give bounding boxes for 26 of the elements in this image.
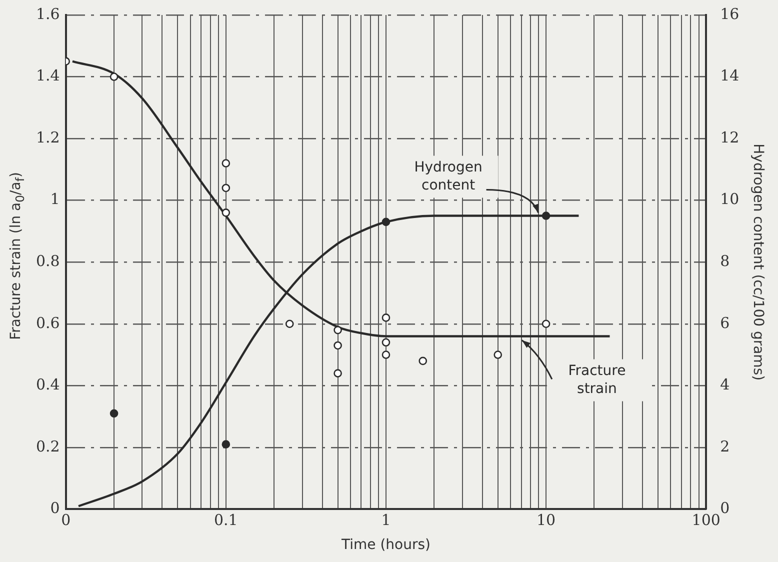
y-tick-label: 1.4 bbox=[36, 66, 60, 85]
y-tick-label: 0.8 bbox=[36, 252, 60, 270]
y-tick-label: 1.6 bbox=[36, 4, 60, 23]
y2-tick-label: 4 bbox=[720, 376, 730, 394]
x-tick-label: 0.1 bbox=[214, 511, 238, 530]
x-tick-label: 100 bbox=[692, 511, 720, 530]
series-label: Fracture strain bbox=[568, 362, 626, 397]
x-tick-label: 10 bbox=[536, 511, 556, 530]
series-label: Hydrogen content bbox=[414, 159, 482, 194]
y2-tick-label: 16 bbox=[720, 4, 740, 23]
y2-tick-label: 6 bbox=[720, 314, 730, 332]
y2-tick-label: 14 bbox=[720, 66, 740, 85]
y2-tick-label: 0 bbox=[720, 499, 730, 518]
y-tick-label: 0.2 bbox=[36, 437, 60, 456]
y-tick-label: 0 bbox=[50, 499, 60, 518]
y-tick-label: 0.4 bbox=[36, 376, 60, 394]
y-tick-label: 1.2 bbox=[36, 128, 60, 146]
y-tick-label: 1 bbox=[50, 190, 60, 208]
y2-tick-label: 2 bbox=[720, 437, 730, 456]
y2-tick-label: 10 bbox=[720, 190, 740, 208]
x-axis-title: Time (hours) bbox=[340, 537, 430, 554]
y-tick-label: 0.6 bbox=[36, 314, 60, 332]
y2-tick-label: 8 bbox=[720, 252, 730, 270]
y2-tick-label: 12 bbox=[720, 128, 740, 146]
y2-axis-title: Hydrogen content (cc/100 grams) bbox=[750, 144, 766, 381]
x-tick-label: 1 bbox=[381, 511, 391, 530]
